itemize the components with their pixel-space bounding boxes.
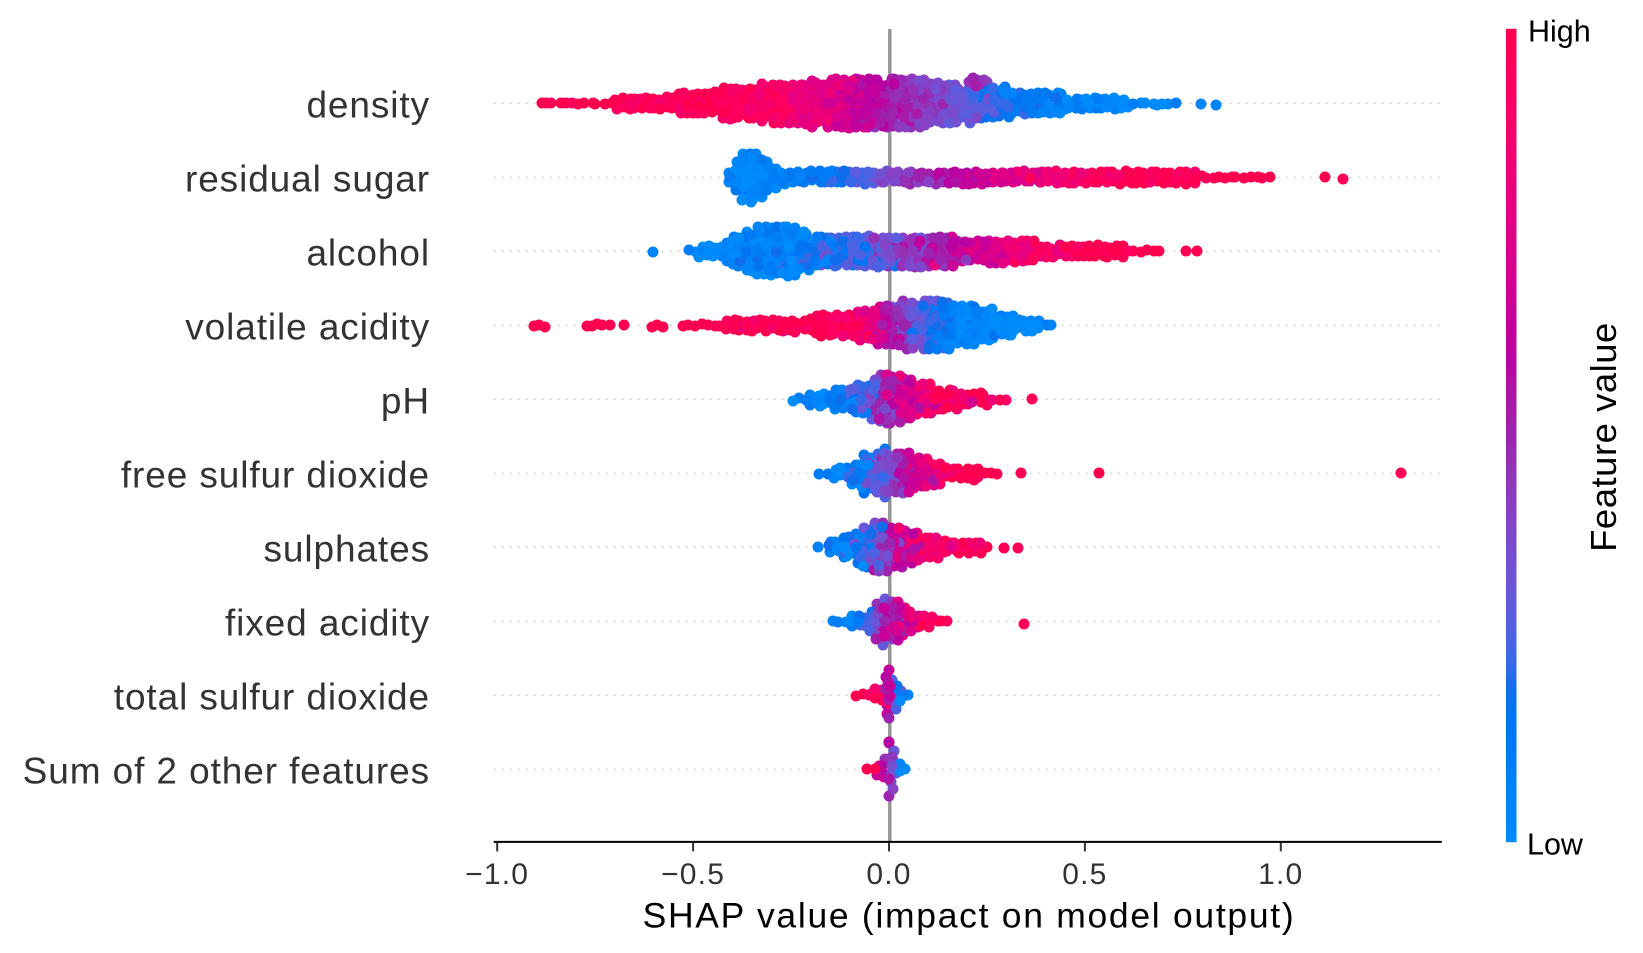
svg-text:1.0: 1.0 [1258,858,1303,891]
svg-text:residual sugar: residual sugar [185,159,430,200]
svg-text:0.0: 0.0 [866,858,911,891]
svg-text:alcohol: alcohol [306,233,430,274]
svg-text:−1.0: −1.0 [465,858,529,891]
svg-text:pH: pH [381,381,430,422]
svg-text:total sulfur dioxide: total sulfur dioxide [114,677,430,718]
svg-text:−0.5: −0.5 [661,858,725,891]
svg-text:Sum of 2 other features: Sum of 2 other features [23,751,430,792]
svg-text:volatile acidity: volatile acidity [185,307,430,348]
svg-text:SHAP value (impact on model ou: SHAP value (impact on model output) [643,896,1296,936]
svg-text:High: High [1528,14,1591,48]
svg-text:Feature value: Feature value [1583,322,1624,552]
svg-text:fixed acidity: fixed acidity [225,603,430,644]
svg-text:Low: Low [1527,827,1584,861]
svg-text:free sulfur dioxide: free sulfur dioxide [121,455,430,496]
svg-text:sulphates: sulphates [264,529,431,570]
svg-text:density: density [306,85,430,126]
svg-text:0.5: 0.5 [1062,858,1107,891]
